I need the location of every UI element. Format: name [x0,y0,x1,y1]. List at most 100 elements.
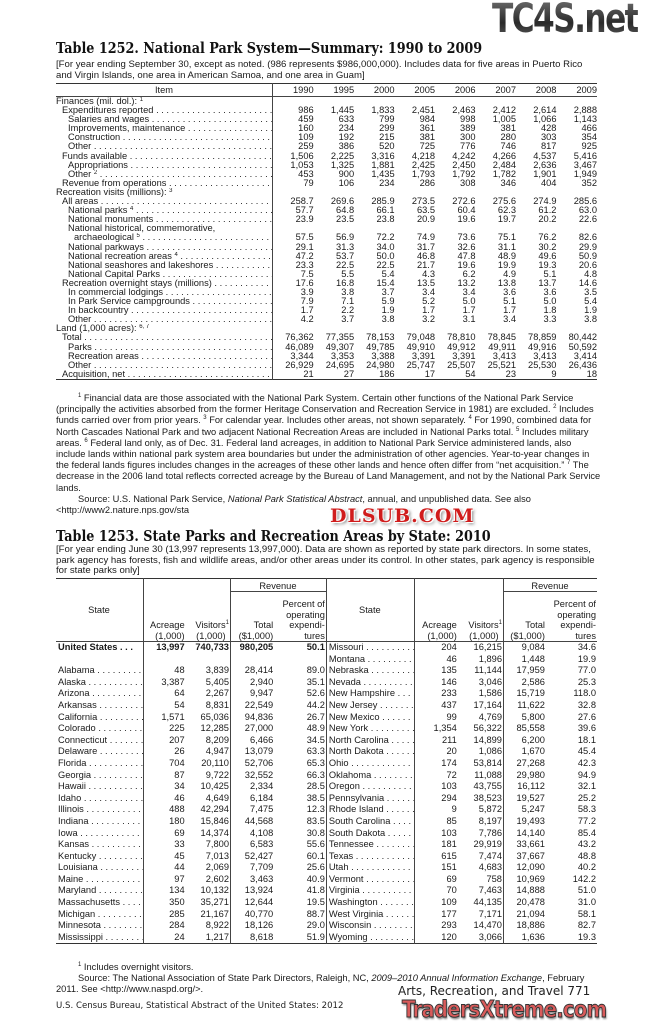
state-name: Tennessee [325,839,415,851]
percent-of-expenditures-cell: 85.4 [577,827,596,838]
state-name: South Carolina [325,815,415,828]
cell-value: 74.9 [416,232,436,243]
header-label: Visitors (1,000) [195,620,226,641]
row-label-text: Other [68,169,92,179]
row-label-text: National parkways [68,242,144,252]
cell-value: 4.9 [503,268,517,279]
col-year: 2008 [516,83,557,97]
row-label: Parks [56,342,273,352]
revenue-total-cell: 14,888 [516,885,545,896]
table-1252: Item 1990 1995 2000 2005 2006 2007 2008 2009 Fin… [56,83,597,380]
acreage-cell: 146 [441,676,457,687]
page-footer: U.S. Census Bureau, Statistical Abstract… [56,1001,344,1011]
footnote-text: The decrease in the 2006 land total refl… [56,460,601,493]
revenue-total-cell: 8,618 [249,931,274,942]
cell-value: 3.4 [422,286,436,297]
cell-value: 60.4 [457,205,476,216]
visitors-cell: 14,470 [457,920,504,932]
cell-value: 48.9 [497,250,517,261]
cell-value: 23.8 [376,214,395,225]
table-1252-title: Table 1252. National Park System—Summary… [56,39,483,57]
acreage-cell: 225 [169,723,185,734]
state-name: Florida [56,757,144,770]
percent-of-expenditures-cell: 142.2 [572,873,596,884]
cell-value: 1,005 [492,114,517,125]
col-percent: Percent of operating expendi- tures [274,591,327,642]
acreage-cell: 46 [174,792,185,803]
footnote-ref: 1 [139,97,144,103]
revenue-total-cell: 29,980 [516,769,545,780]
cell-value: 4,537 [533,150,557,161]
state-name: New York [325,723,415,735]
revenue-total-cell: 2,334 [249,781,274,792]
state-name: New Jersey [325,699,415,712]
visitors-cell: 7,786 [457,827,504,840]
acreage-cell: 350 [169,897,185,908]
cell-value: 50,592 [568,341,597,352]
row-label-text: Acquisition, net [62,369,126,379]
col-year: 2009 [556,83,597,97]
cell-value: 4,266 [492,150,517,161]
acreage-cell: 46 [446,653,457,664]
visitors-cell: 5,872 [457,804,504,816]
row-label-text: Finances (mil. dol.): [56,96,138,106]
visitors-cell: 15,846 [185,815,231,828]
row-label: In commercial lodgings [56,287,273,298]
visitors-cell: 56,322 [457,723,504,735]
row-label-text: National historical, commemorative, [68,224,216,234]
cell-value: 1.9 [381,305,395,316]
acreage-cell: 204 [441,642,457,652]
visitors-cell: 3,066 [457,931,504,944]
percent-of-expenditures-cell: 34.6 [577,642,596,652]
row-label-text: archaeological [74,233,134,243]
state-name: Kansas [56,839,144,851]
cell-value: 1,435 [371,168,395,179]
cell-value: 1,053 [290,159,314,170]
row-label: Other [56,142,273,152]
cell-value: 19.3 [538,259,557,270]
row-label-text: Other [68,315,92,325]
acreage-cell: 1,354 [433,723,457,734]
cell-value: 20.9 [416,214,436,225]
footnote-marker: 4 [468,415,472,422]
percent-of-expenditures-cell: 25.6 [274,862,327,874]
footnote-marker: 3 [203,415,207,422]
cell-value: 17.6 [295,277,314,288]
row-label: Funds available [56,151,273,161]
col-revenue: Revenue [503,578,597,592]
table-1253-header-row-1: State Acreage (1,000) Visitors (1,000)1 … [56,578,597,642]
acreage-cell: 174 [441,757,457,768]
cell-value: 24,695 [325,359,355,370]
percent-of-expenditures-cell: 34.5 [274,734,327,747]
cell-value: 900 [338,168,355,179]
acreage-cell: 9 [451,804,457,815]
row-label: Other [56,315,273,325]
cell-value: 61.2 [538,205,557,216]
revenue-total-cell: 9,084 [521,642,545,652]
percent-of-expenditures-cell: 35.1 [274,676,327,689]
cell-value: 57.7 [295,205,314,216]
row-label-text: Expenditures reported [62,106,154,116]
acreage-cell: 207 [169,734,185,745]
cell-value: 1,325 [330,159,355,170]
revenue-total-cell: 37,667 [516,850,545,861]
acreage-cell: 488 [169,804,185,815]
percent-of-expenditures-cell: 58.3 [577,804,596,815]
col-total: Total ($1,000) [230,592,274,642]
cell-value: 47.8 [457,250,476,261]
revenue-total-cell: 10,969 [516,873,545,884]
acreage-cell: 181 [441,839,457,850]
table-1253-header-row-2: Total ($1,000) Percent of operating expe… [56,591,597,642]
visitors-cell: 38,523 [457,792,504,805]
visitors-cell: 9,722 [185,769,231,782]
cell-value: 49,911 [488,341,517,352]
row-label-text: All areas [62,197,99,207]
row-label-text: In backcountry [68,306,129,316]
table-row: Appropriations 1,053 1,325 1,881 2,425 2,450 2… [56,159,597,170]
cell-value: 76.2 [538,232,557,243]
col-year: 2000 [354,83,395,97]
percent-of-expenditures-cell: 51.9 [274,931,327,944]
acreage-cell: 109 [441,897,457,908]
table-row: Construction 109 192 215 381 300 280 303 354 [56,133,597,143]
percent-of-expenditures-cell: 63.3 [274,746,327,758]
